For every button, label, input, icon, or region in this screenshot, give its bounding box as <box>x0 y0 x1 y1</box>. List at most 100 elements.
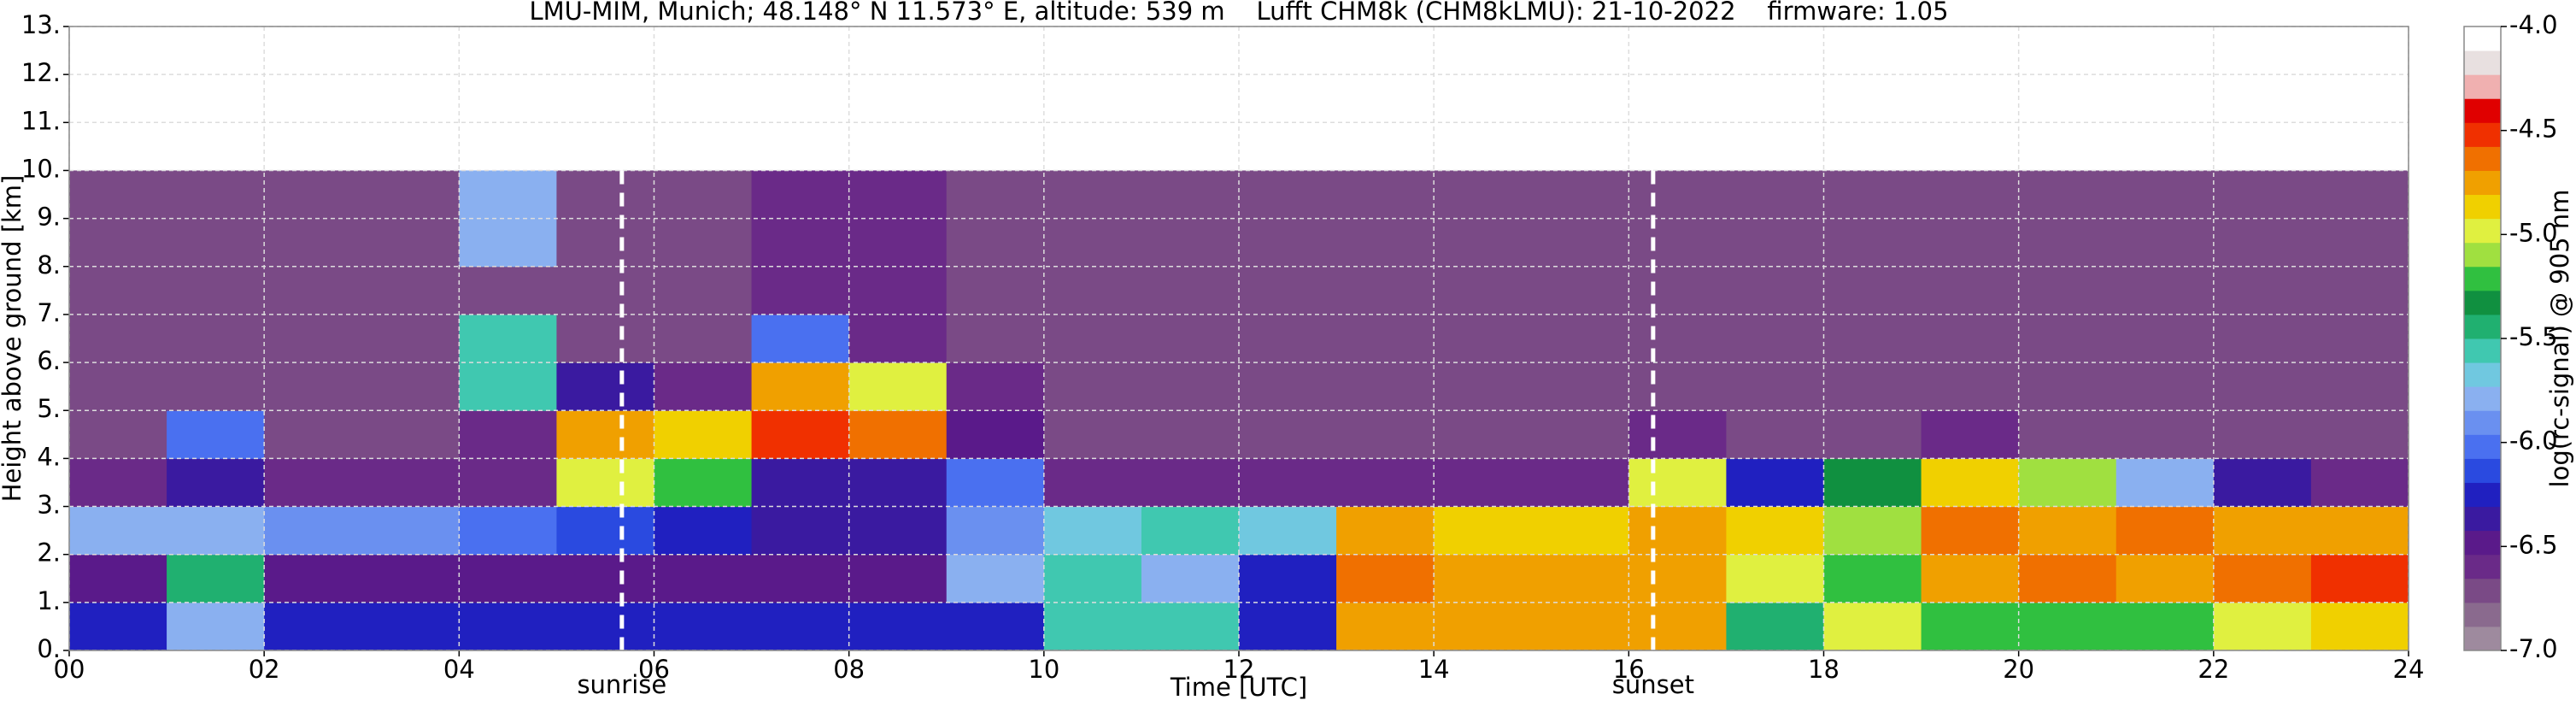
heatmap-cell <box>1336 554 1435 603</box>
colorbar-swatch <box>2464 602 2501 627</box>
heatmap-cell <box>1531 506 1629 556</box>
heatmap-cell <box>459 554 557 603</box>
heatmap-cell <box>361 266 460 315</box>
heatmap-cell <box>1141 554 1240 603</box>
heatmap-cell <box>1823 410 1922 459</box>
colorbar-swatch <box>2464 74 2501 99</box>
heatmap-cell <box>1239 458 1337 508</box>
heatmap-cell <box>2018 506 2117 556</box>
heatmap-cell <box>946 266 1045 315</box>
heatmap-cell <box>946 362 1045 411</box>
heatmap-cell <box>2018 362 2117 411</box>
heatmap-cell <box>2115 506 2215 556</box>
x-tick-label: 12 <box>1223 655 1255 684</box>
heatmap-cell <box>1336 314 1435 363</box>
heatmap-cell <box>1141 170 1240 220</box>
heatmap-cell <box>751 266 850 315</box>
heatmap-cell <box>459 458 557 508</box>
heatmap-cell <box>1531 602 1629 651</box>
heatmap-cell <box>69 218 167 268</box>
heatmap-cell <box>1823 458 1922 508</box>
heatmap-cell <box>264 554 362 603</box>
heatmap-cell <box>1141 362 1240 411</box>
colorbar-swatch <box>2464 26 2501 51</box>
y-tick-label: 3. <box>37 491 61 520</box>
y-tick-label: 10. <box>21 154 61 183</box>
heatmap-cell <box>2115 362 2215 411</box>
heatmap-cell <box>264 410 362 459</box>
heatmap-cell <box>1628 458 1727 508</box>
heatmap-cell <box>2310 602 2409 651</box>
heatmap-cell <box>1726 218 1824 268</box>
heatmap-cell <box>1726 266 1824 315</box>
heatmap-cell <box>848 458 948 508</box>
heatmap-cell <box>1239 506 1337 556</box>
heatmap-cell <box>1823 362 1922 411</box>
heatmap-cell <box>654 362 753 411</box>
x-tick-label: 10 <box>1028 655 1059 684</box>
heatmap-cell <box>69 170 167 220</box>
heatmap-cell <box>361 602 460 651</box>
heatmap-cell <box>2018 218 2117 268</box>
heatmap-cell <box>2213 266 2312 315</box>
heatmap-cell <box>1141 602 1240 651</box>
y-tick-label: 5. <box>37 394 61 423</box>
heatmap-cell <box>1239 170 1337 220</box>
heatmap-cell <box>361 410 460 459</box>
y-tick-label: 8. <box>37 250 61 279</box>
heatmap-cell <box>1239 602 1337 651</box>
heatmap-cell <box>459 410 557 459</box>
x-tick-label: 22 <box>2198 655 2229 684</box>
x-tick-label: 16 <box>1613 655 1645 684</box>
colorbar-swatch <box>2464 410 2501 435</box>
heatmap-cell <box>2018 170 2117 220</box>
heatmap-cell <box>1043 362 1142 411</box>
y-tick-label: 7. <box>37 298 61 327</box>
y-axis-label: Height above ground [km] <box>0 175 26 503</box>
y-tick-label: 4. <box>37 442 61 471</box>
heatmap-cell <box>2310 554 2409 603</box>
heatmap-cell <box>1921 506 2020 556</box>
heatmap-cell <box>1531 266 1629 315</box>
heatmap-cell <box>556 218 654 268</box>
x-tick-label: 02 <box>249 655 280 684</box>
heatmap-cell <box>1823 314 1922 363</box>
heatmap-cell <box>556 458 654 508</box>
heatmap-cell <box>654 602 753 651</box>
x-tick-label: 04 <box>443 655 475 684</box>
heatmap-cell <box>1921 218 2020 268</box>
colorbar-swatch <box>2464 626 2501 651</box>
heatmap-cell <box>167 410 265 459</box>
heatmap-cell <box>167 170 265 220</box>
heatmap-cell <box>2310 506 2409 556</box>
heatmap-cell <box>751 218 850 268</box>
heatmap-cell <box>2213 218 2312 268</box>
colorbar-label: log(rc-signal) @ 905 nm <box>2545 190 2574 488</box>
heatmap-cell <box>1921 410 2020 459</box>
colorbar-swatch <box>2464 50 2501 75</box>
heatmap-cell <box>1726 314 1824 363</box>
colorbar-swatch <box>2464 218 2501 244</box>
heatmap-cell <box>751 410 850 459</box>
heatmap-cell <box>1628 506 1727 556</box>
heatmap-cell <box>654 170 753 220</box>
heatmap-cell <box>1921 602 2020 651</box>
heatmap-cell <box>1434 554 1532 603</box>
heatmap-cell <box>167 602 265 651</box>
heatmap-cell <box>459 362 557 411</box>
y-tick-label: 1. <box>37 586 61 615</box>
heatmap-cell <box>69 602 167 651</box>
colorbar-tick-label: -6.0 <box>2509 427 2558 456</box>
colorbar-swatch <box>2464 338 2501 363</box>
heatmap-cell <box>361 506 460 556</box>
colorbar-tick-label: -6.5 <box>2509 530 2558 559</box>
heatmap-cell <box>167 506 265 556</box>
heatmap-cell <box>1336 170 1435 220</box>
heatmap-cell <box>2115 170 2215 220</box>
heatmap-cell <box>167 458 265 508</box>
heatmap-cell <box>361 458 460 508</box>
heatmap-cell <box>751 506 850 556</box>
heatmap-cell <box>2213 602 2312 651</box>
plot-frame <box>68 26 2409 651</box>
heatmap-cell <box>1239 314 1337 363</box>
